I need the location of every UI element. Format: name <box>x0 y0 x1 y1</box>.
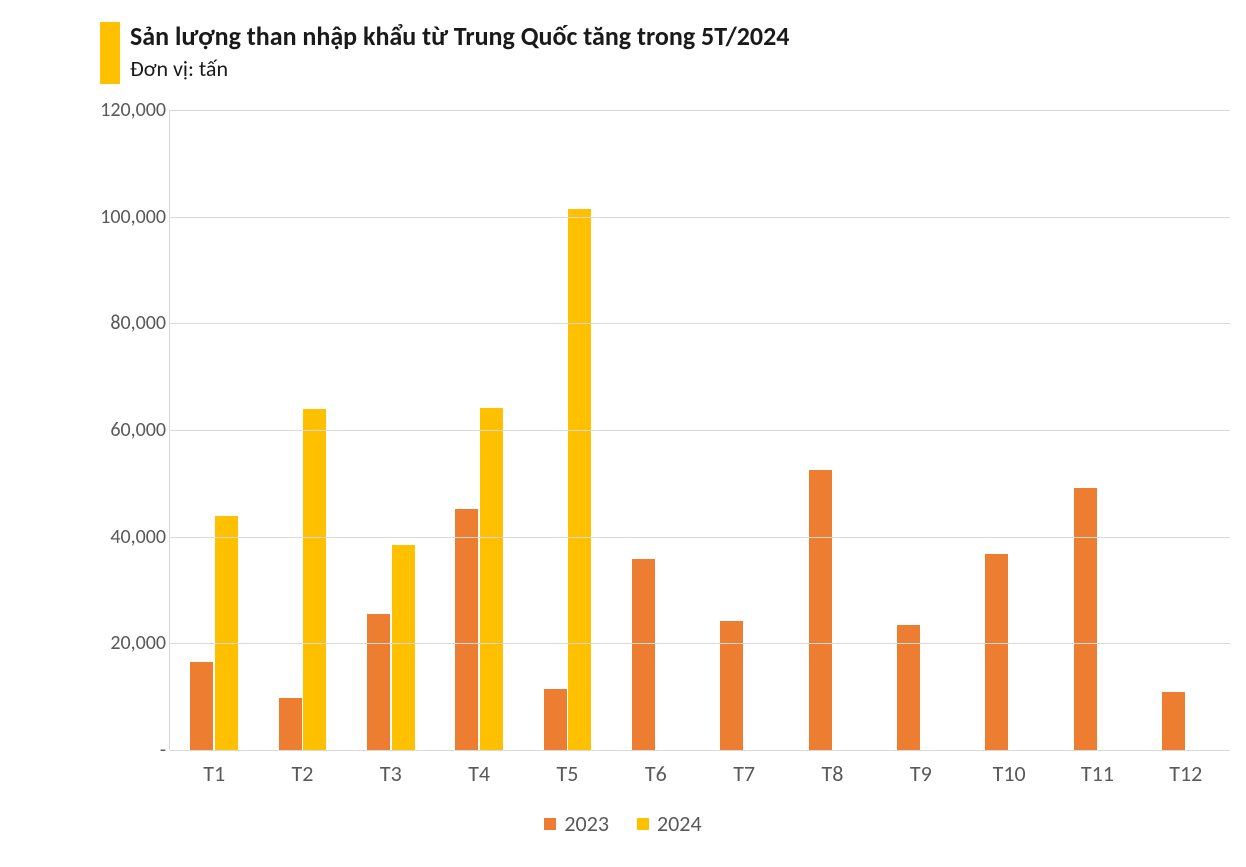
x-axis-tick-label: T8 <box>788 760 876 787</box>
y-axis-tick-label: 80,000 <box>76 311 166 335</box>
bar <box>568 209 591 750</box>
bar <box>215 516 238 750</box>
y-axis-tick-label: 60,000 <box>76 418 166 442</box>
x-axis-tick-label: T12 <box>1142 760 1230 787</box>
y-axis-tick-label: - <box>76 738 166 762</box>
x-axis-tick-label: T5 <box>523 760 611 787</box>
y-axis-tick-label: 20,000 <box>76 631 166 655</box>
x-axis-tick-label: T10 <box>965 760 1053 787</box>
x-axis-tick-label: T7 <box>700 760 788 787</box>
x-axis-labels: T1T2T3T4T5T6T7T8T9T10T11T12 <box>170 760 1230 787</box>
x-axis-tick-label: T6 <box>612 760 700 787</box>
y-axis-tick-label: 120,000 <box>76 98 166 122</box>
bar <box>1162 692 1185 750</box>
legend-item: 2024 <box>637 810 702 837</box>
bar <box>544 689 567 750</box>
title-accent-bar <box>100 22 120 84</box>
bar <box>279 698 302 750</box>
gridline <box>170 430 1230 431</box>
gridline <box>170 323 1230 324</box>
chart-title: Sản lượng than nhập khẩu từ Trung Quốc t… <box>130 20 789 53</box>
legend-swatch <box>544 818 556 830</box>
bar <box>392 545 415 750</box>
legend-label: 2024 <box>657 810 702 837</box>
legend-label: 2023 <box>564 810 609 837</box>
legend-item: 2023 <box>544 810 609 837</box>
gridline <box>170 750 1230 751</box>
bar <box>190 662 213 750</box>
bar <box>480 408 503 750</box>
gridline <box>170 643 1230 644</box>
bar <box>1074 488 1097 750</box>
gridline <box>170 217 1230 218</box>
gridline <box>170 537 1230 538</box>
chart-container: Sản lượng than nhập khẩu từ Trung Quốc t… <box>0 0 1246 867</box>
bar <box>303 409 326 750</box>
legend-swatch <box>637 818 649 830</box>
title-block: Sản lượng than nhập khẩu từ Trung Quốc t… <box>130 20 789 82</box>
y-axis-tick-label: 100,000 <box>76 205 166 229</box>
gridline <box>170 110 1230 111</box>
x-axis-tick-label: T3 <box>347 760 435 787</box>
x-axis-tick-label: T11 <box>1053 760 1141 787</box>
bar <box>632 559 655 750</box>
legend: 2023 2024 <box>0 810 1246 837</box>
bar <box>455 509 478 750</box>
x-axis-tick-label: T2 <box>258 760 346 787</box>
bar <box>809 470 832 750</box>
x-axis-tick-label: T9 <box>877 760 965 787</box>
x-axis-tick-label: T4 <box>435 760 523 787</box>
chart-subtitle: Đơn vị: tấn <box>130 55 789 82</box>
x-axis-tick-label: T1 <box>170 760 258 787</box>
bar <box>985 554 1008 750</box>
bar <box>367 614 390 750</box>
y-axis-tick-label: 40,000 <box>76 525 166 549</box>
bar <box>720 621 743 750</box>
plot-area <box>170 110 1230 750</box>
